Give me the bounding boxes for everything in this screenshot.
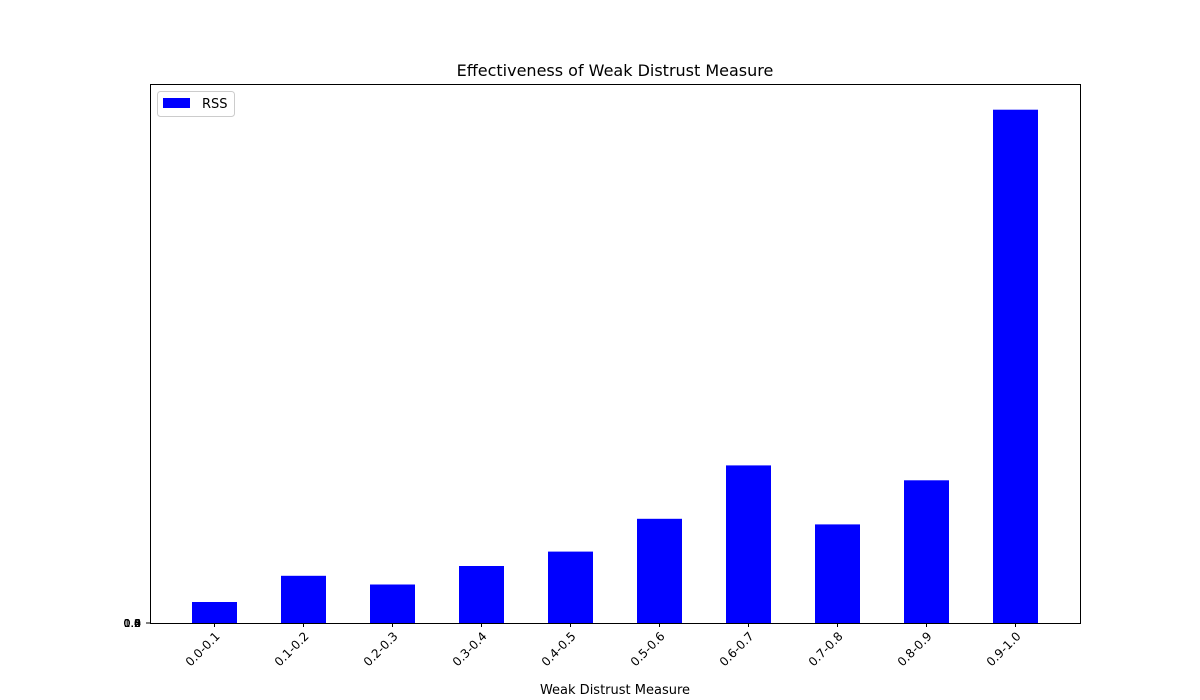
x-tick-label: 0.7-0.8	[806, 629, 846, 669]
x-ticks-group: 0.0-0.1 0.1-0.2 0.2-0.3 0.3-0.4 0.4-0.5 0.5-0…	[183, 623, 1024, 669]
legend-swatch	[163, 98, 190, 108]
y-tick-label: 0.4	[124, 617, 142, 630]
x-tick-label: 0.2-0.3	[361, 629, 401, 669]
x-tick-label: 0.4-0.5	[539, 629, 579, 669]
plot-frame	[150, 84, 1081, 624]
bars-group	[192, 109, 1038, 623]
bar-0.5-0.6	[637, 518, 682, 623]
bar-0.1-0.2	[281, 575, 326, 623]
y-tick-label: 0.6	[124, 617, 142, 630]
legend: RSS	[157, 91, 235, 117]
y-tick-label: 0.0	[124, 617, 142, 630]
bar-0.9-1.0	[993, 109, 1038, 623]
bar-0.6-0.7	[726, 465, 771, 623]
bar-0.3-0.4	[459, 566, 504, 623]
bar-0.4-0.5	[548, 551, 593, 623]
x-tick-label: 0.5-0.6	[628, 629, 668, 669]
x-tick-label: 0.8-0.9	[895, 629, 935, 669]
x-tick-label: 0.6-0.7	[717, 629, 757, 669]
y-tick-label: 0.2	[124, 617, 142, 630]
bar-0.7-0.8	[815, 524, 860, 623]
y-ticks-group: 0.00.20.40.60.81.0	[124, 617, 150, 630]
x-tick-label: 0.0-0.1	[183, 629, 223, 669]
legend-label-rss: RSS	[202, 97, 228, 112]
y-tick-label: 0.8	[124, 617, 142, 630]
x-axis-label: Weak Distrust Measure	[540, 683, 690, 698]
bar-0.2-0.3	[370, 584, 415, 623]
bar-0.0-0.1	[192, 602, 237, 623]
y-tick-label: 1.0	[124, 617, 142, 630]
bar-0.8-0.9	[904, 480, 949, 623]
x-tick-label: 0.9-1.0	[984, 629, 1024, 669]
legend-box	[157, 91, 235, 117]
x-tick-label: 0.3-0.4	[450, 629, 490, 669]
chart-title: Effectiveness of Weak Distrust Measure	[457, 61, 774, 80]
x-tick-label: 0.1-0.2	[272, 629, 312, 669]
